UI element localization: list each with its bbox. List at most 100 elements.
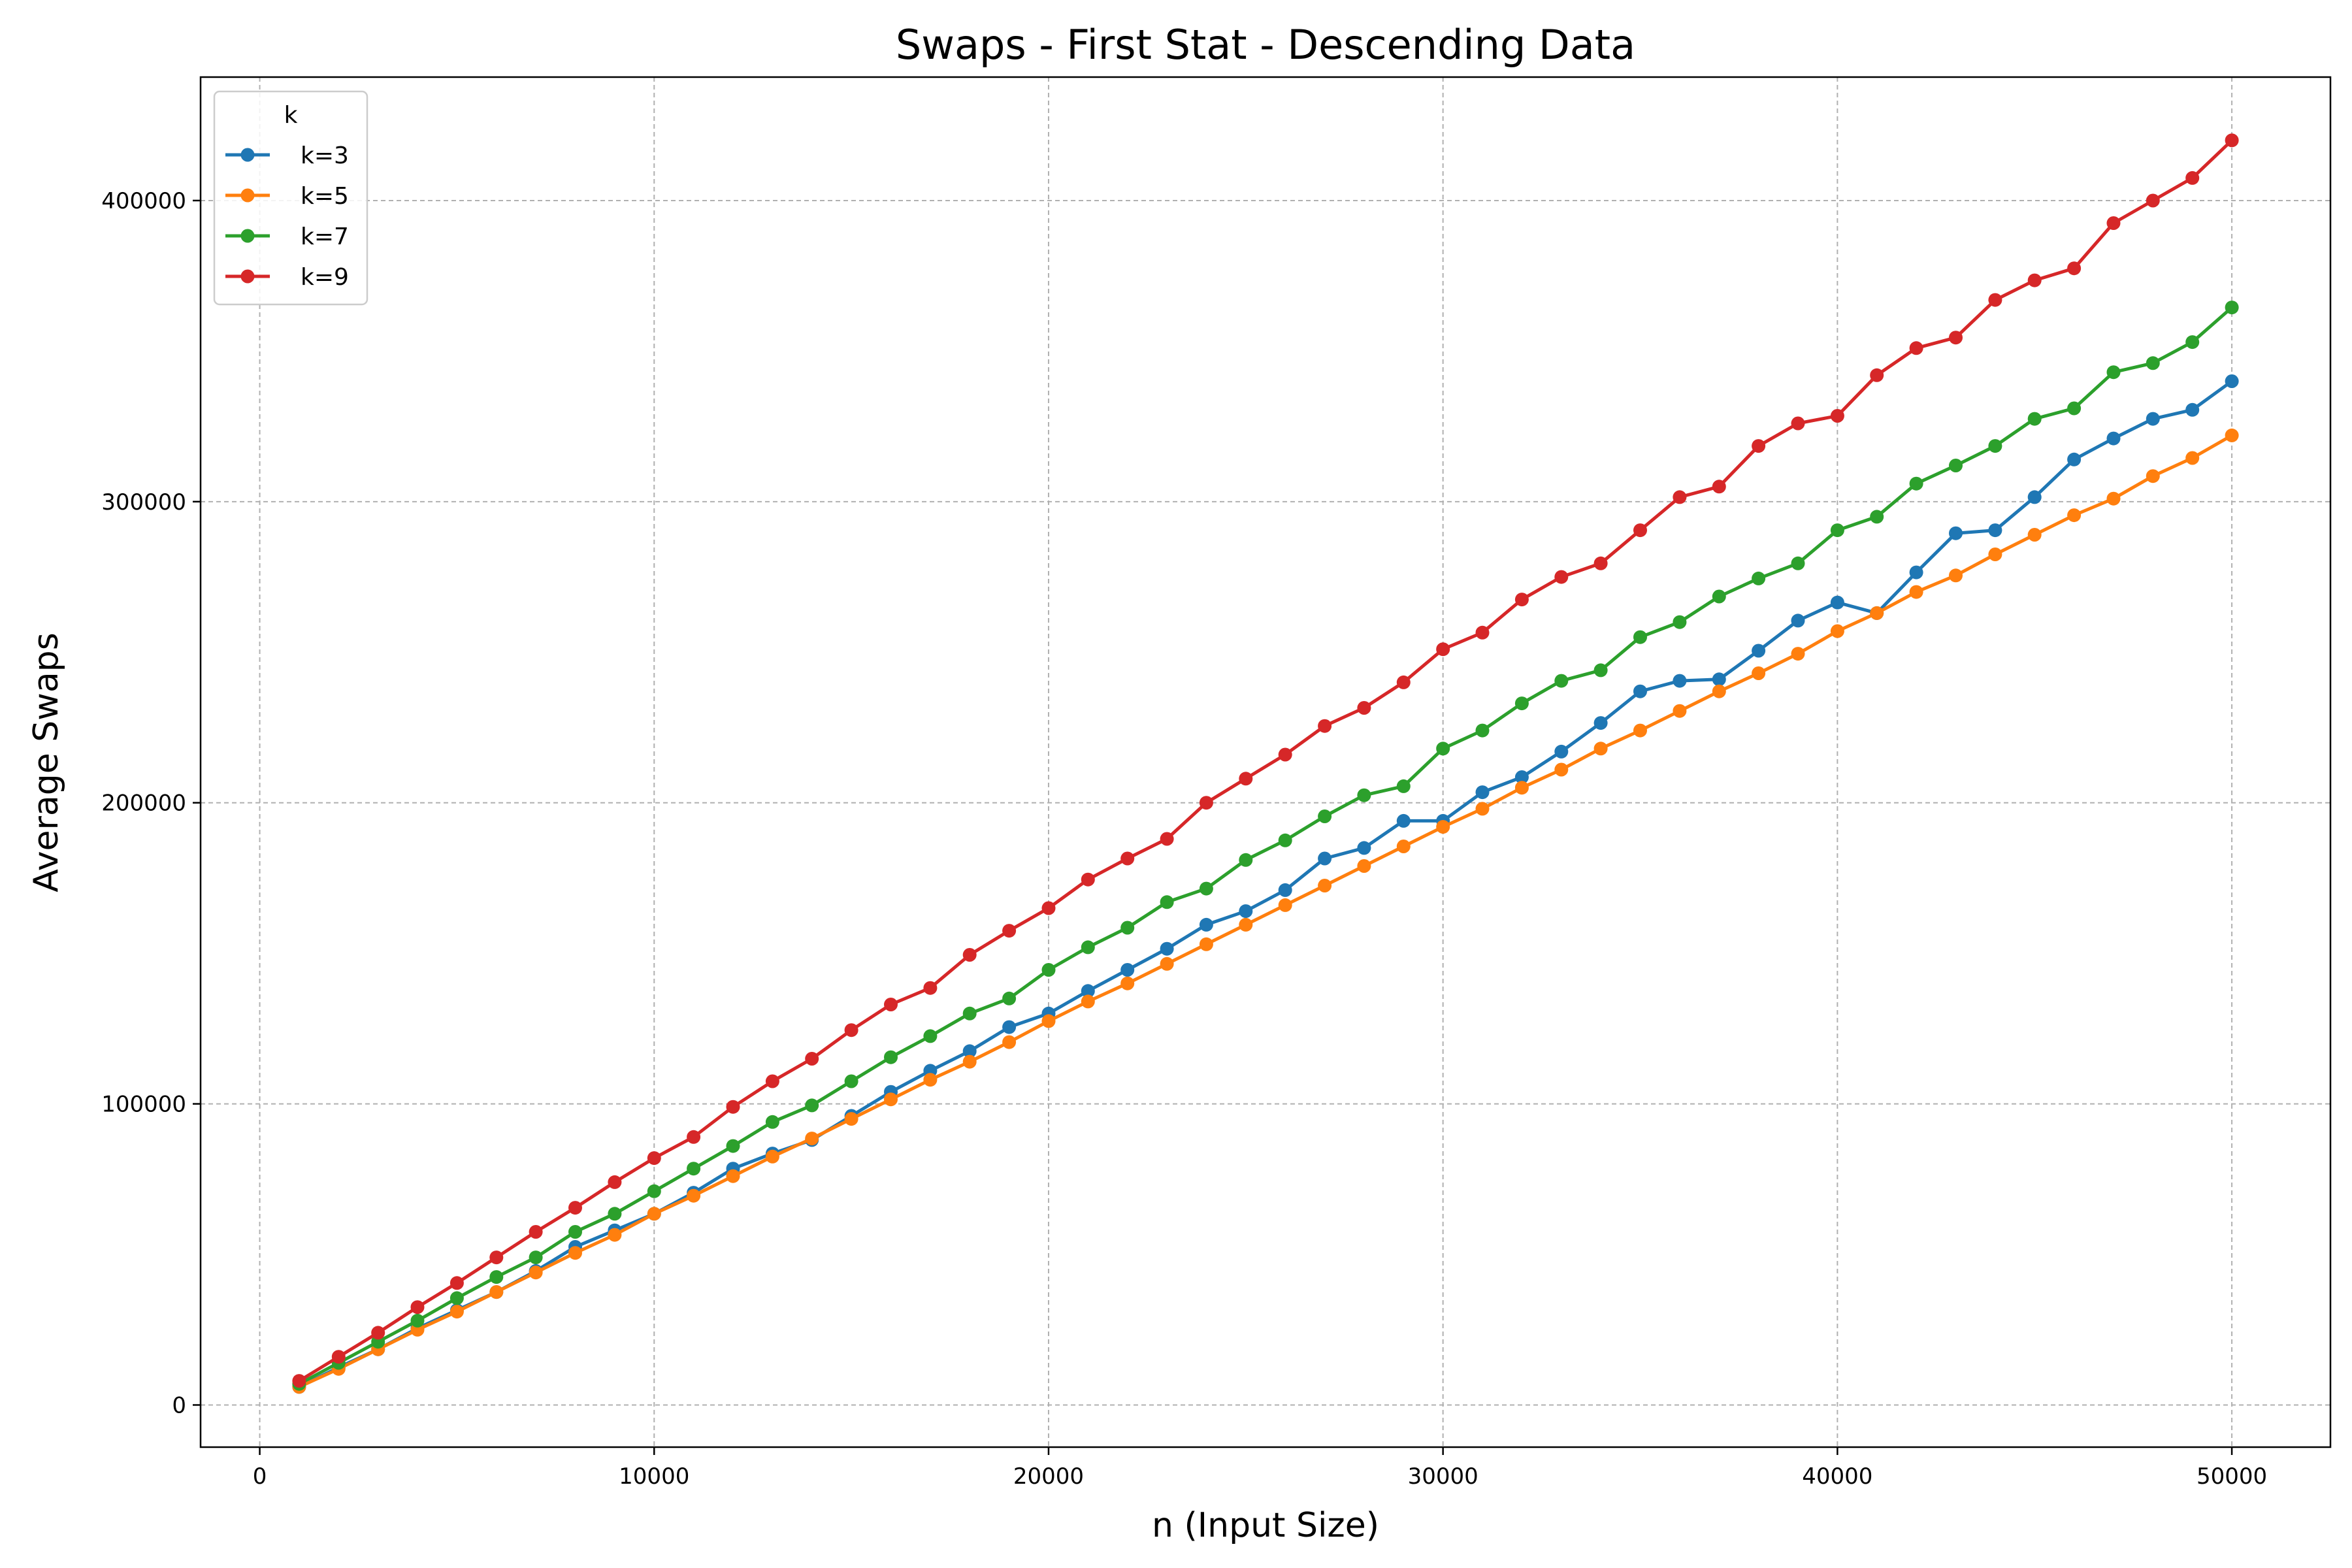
x-tick-label: 50000 (2197, 1463, 2267, 1490)
data-point (2067, 452, 2082, 466)
legend-box (213, 90, 368, 306)
data-point (1988, 523, 2002, 538)
data-point (1002, 1035, 1017, 1049)
data-point (1909, 476, 1923, 491)
data-point (647, 1207, 661, 1221)
data-point (687, 1188, 701, 1203)
data-point (1475, 723, 1490, 738)
data-point (449, 1291, 464, 1305)
data-point (1830, 523, 1844, 538)
axis-ticks: 0 10000 20000 30000 40000 50000 0 100000 200000 3… (101, 188, 2267, 1490)
data-point (1554, 744, 1569, 759)
data-point (1554, 762, 1569, 777)
legend-label: k=9 (301, 264, 349, 291)
data-point (1199, 917, 1213, 932)
data-point (2106, 491, 2121, 506)
data-point (1514, 593, 1529, 607)
data-point (2027, 273, 2042, 287)
data-point (2106, 216, 2121, 230)
data-point (529, 1250, 543, 1265)
data-point (2067, 401, 2082, 416)
series-k-9 (292, 133, 2239, 1388)
data-point (1396, 813, 1411, 828)
data-point (1830, 595, 1844, 610)
legend-swatch-marker (240, 188, 255, 203)
data-point (1081, 984, 1095, 998)
data-point (608, 1207, 622, 1221)
data-point (1514, 781, 1529, 795)
data-point (1752, 644, 1766, 658)
data-point (1436, 642, 1450, 657)
data-point (1949, 459, 1963, 472)
data-point (1949, 331, 1963, 345)
legend-swatch-marker (240, 148, 255, 162)
data-point (331, 1350, 346, 1364)
data-point (1791, 613, 1805, 628)
data-point (1318, 719, 1332, 733)
data-point (1475, 802, 1490, 816)
data-point (489, 1270, 504, 1284)
data-point (568, 1246, 582, 1260)
data-point (529, 1225, 543, 1239)
data-point (1357, 788, 1371, 802)
data-point (1752, 439, 1766, 453)
data-point (2185, 402, 2200, 417)
data-point (1830, 624, 1844, 638)
chart-title: Swaps - First Stat - Descending Data (896, 21, 1635, 69)
x-tick-label: 20000 (1013, 1463, 1084, 1490)
x-axis-label: n (Input Size) (1152, 1506, 1379, 1545)
data-point (1712, 672, 1726, 687)
data-point (1436, 742, 1450, 756)
data-point (1357, 701, 1371, 715)
data-point (1988, 439, 2002, 453)
series-k-7 (292, 301, 2239, 1391)
data-point (489, 1250, 504, 1265)
data-point (1988, 293, 2002, 307)
data-point (1041, 901, 1056, 915)
data-point (844, 1074, 858, 1088)
data-point (844, 1023, 858, 1037)
data-point (726, 1139, 740, 1153)
legend-swatch-marker (240, 269, 255, 284)
y-tick-label: 0 (172, 1392, 186, 1418)
data-point (1949, 526, 1963, 540)
legend-label: k=7 (301, 223, 349, 250)
data-point (1633, 523, 1647, 538)
data-point (2225, 133, 2239, 148)
data-point (687, 1130, 701, 1144)
data-point (726, 1169, 740, 1183)
data-point (1278, 883, 1292, 897)
data-point (371, 1326, 385, 1340)
series-line (298, 306, 2233, 1386)
data-point (1633, 630, 1647, 644)
data-point (805, 1132, 819, 1146)
series-k-5 (292, 428, 2239, 1394)
data-point (923, 1029, 938, 1043)
data-point (2146, 356, 2160, 370)
data-point (1554, 570, 1569, 584)
data-point (2027, 528, 2042, 542)
y-tick-label: 300000 (101, 489, 186, 515)
x-tick-label: 0 (253, 1463, 267, 1490)
data-point (1239, 853, 1253, 867)
data-point (962, 1006, 977, 1021)
data-point (2146, 193, 2160, 208)
data-point (2185, 335, 2200, 350)
y-axis-label: Average Swaps (27, 632, 66, 892)
data-point (1436, 820, 1450, 834)
data-point (726, 1100, 740, 1114)
data-point (1199, 937, 1213, 951)
data-point (1396, 779, 1411, 793)
data-point (1120, 976, 1135, 990)
data-point (1396, 675, 1411, 689)
data-point (2185, 451, 2200, 465)
data-point (1081, 872, 1095, 887)
data-point (884, 1050, 898, 1064)
y-tick-label: 100000 (101, 1092, 186, 1118)
data-point (884, 1092, 898, 1107)
data-point (1593, 556, 1608, 570)
data-point (1041, 1014, 1056, 1028)
data-point (1791, 416, 1805, 431)
data-point (1830, 409, 1844, 423)
